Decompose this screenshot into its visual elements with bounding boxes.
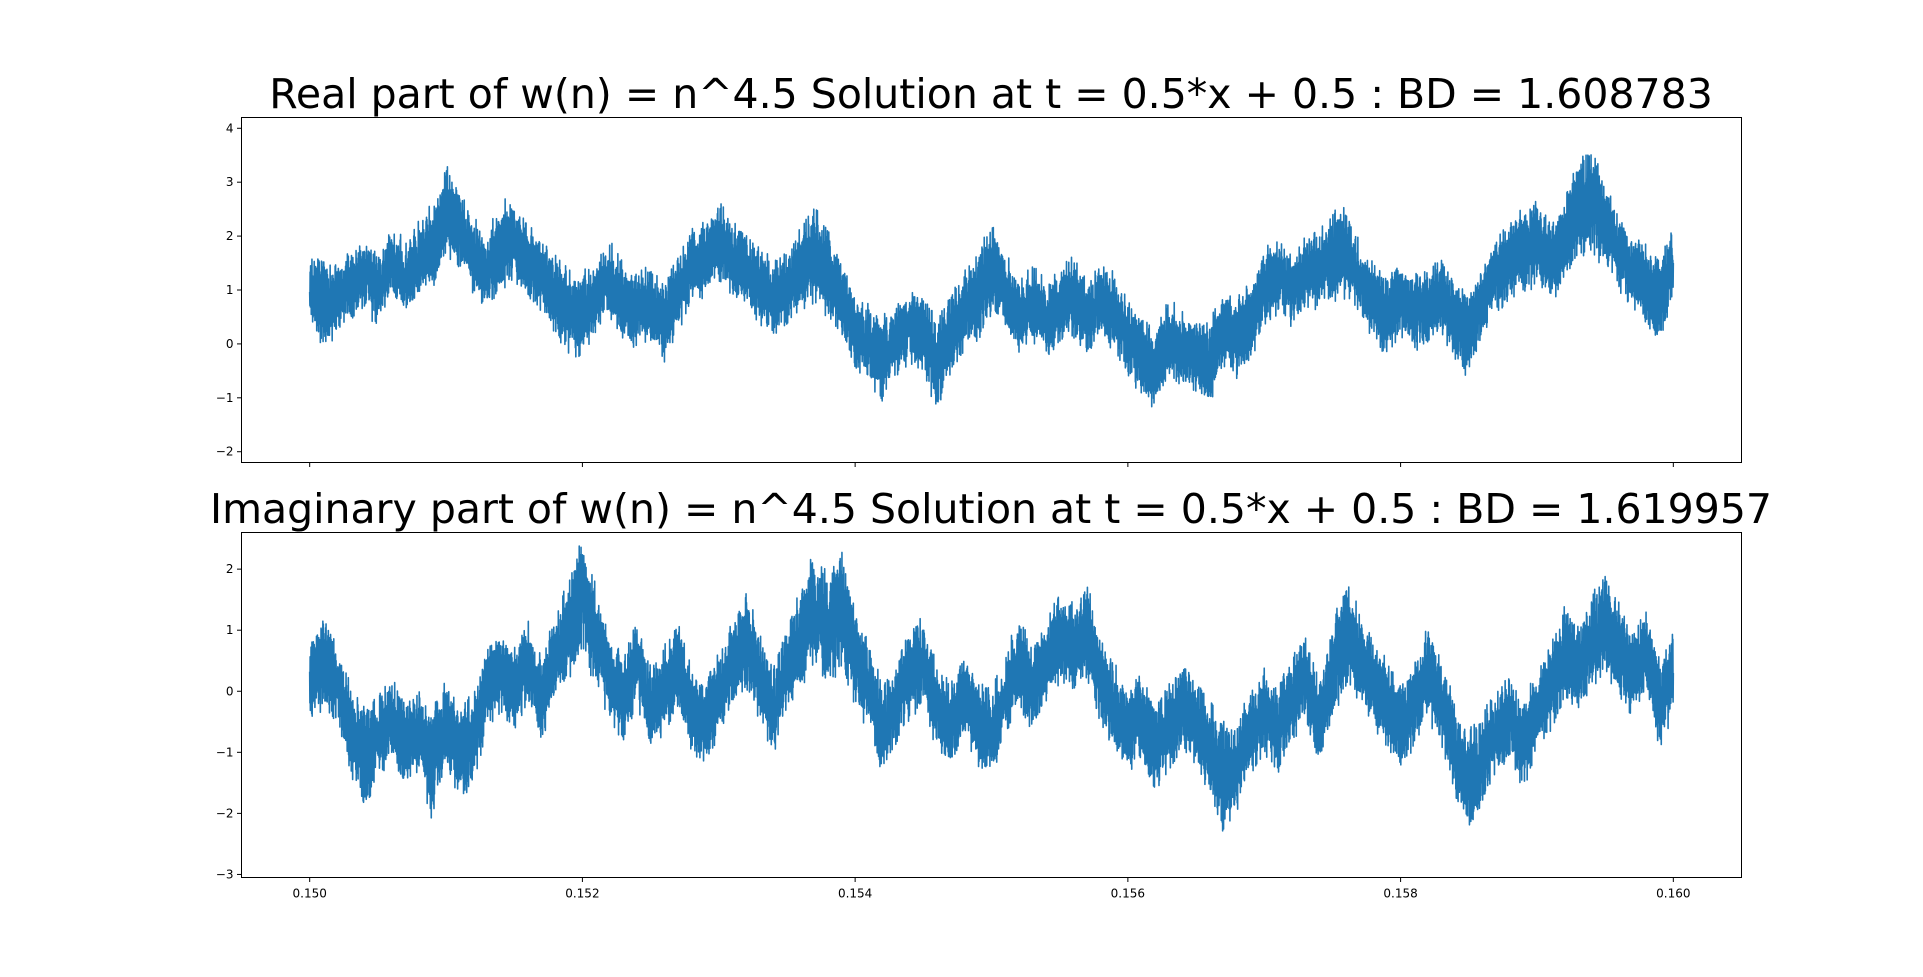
imaginary-part-series-line	[308, 545, 1675, 832]
real-part-series-line	[308, 154, 1675, 408]
real-part-ticks: −2 −1 0 1 2 3 4	[216, 121, 1674, 467]
real-part-y-tick-label: 4	[226, 121, 234, 135]
real-part-y-tick-label: 0	[226, 337, 234, 351]
imaginary-part-ticks: 0.150 0.152 0.154 0.156 0.158 0.160 −3 −2 −1 0 1 2	[216, 562, 1691, 900]
imaginary-part-y-tick-label: 1	[226, 623, 234, 637]
imaginary-part-axes-frame	[241, 532, 1742, 878]
imaginary-part-x-tick-label: 0.152	[565, 887, 599, 901]
imaginary-part-y-tick-label: 0	[226, 684, 234, 698]
real-part-y-tick-label: 1	[226, 283, 234, 297]
real-part-y-tick-label: 2	[226, 229, 234, 243]
imaginary-part-x-tick-label: 0.156	[1111, 887, 1145, 901]
imaginary-part-y-tick-label: 2	[226, 562, 234, 576]
imaginary-part-x-tick-label: 0.158	[1383, 887, 1417, 901]
imaginary-part-subplot: Imaginary part of w(n) = n^4.5 Solution …	[210, 485, 1772, 901]
imaginary-part-x-tick-label: 0.150	[293, 887, 327, 901]
imaginary-part-y-tick-label: −2	[216, 806, 234, 820]
imaginary-part-series-group	[308, 545, 1675, 832]
real-part-subplot: Real part of w(n) = n^4.5 Solution at t …	[216, 70, 1742, 467]
real-part-y-tick-label: −2	[216, 445, 234, 459]
imaginary-part-y-tick-label: −1	[216, 745, 234, 759]
imaginary-part-y-tick-label: −3	[216, 867, 234, 881]
real-part-y-tick-label: −1	[216, 391, 234, 405]
imaginary-part-chart-title: Imaginary part of w(n) = n^4.5 Solution …	[210, 485, 1772, 533]
imaginary-part-x-tick-label: 0.154	[838, 887, 872, 901]
real-part-y-tick-label: 3	[226, 175, 234, 189]
imaginary-part-x-tick-label: 0.160	[1656, 887, 1690, 901]
real-part-chart-title: Real part of w(n) = n^4.5 Solution at t …	[269, 70, 1713, 118]
real-part-series-group	[308, 154, 1675, 408]
